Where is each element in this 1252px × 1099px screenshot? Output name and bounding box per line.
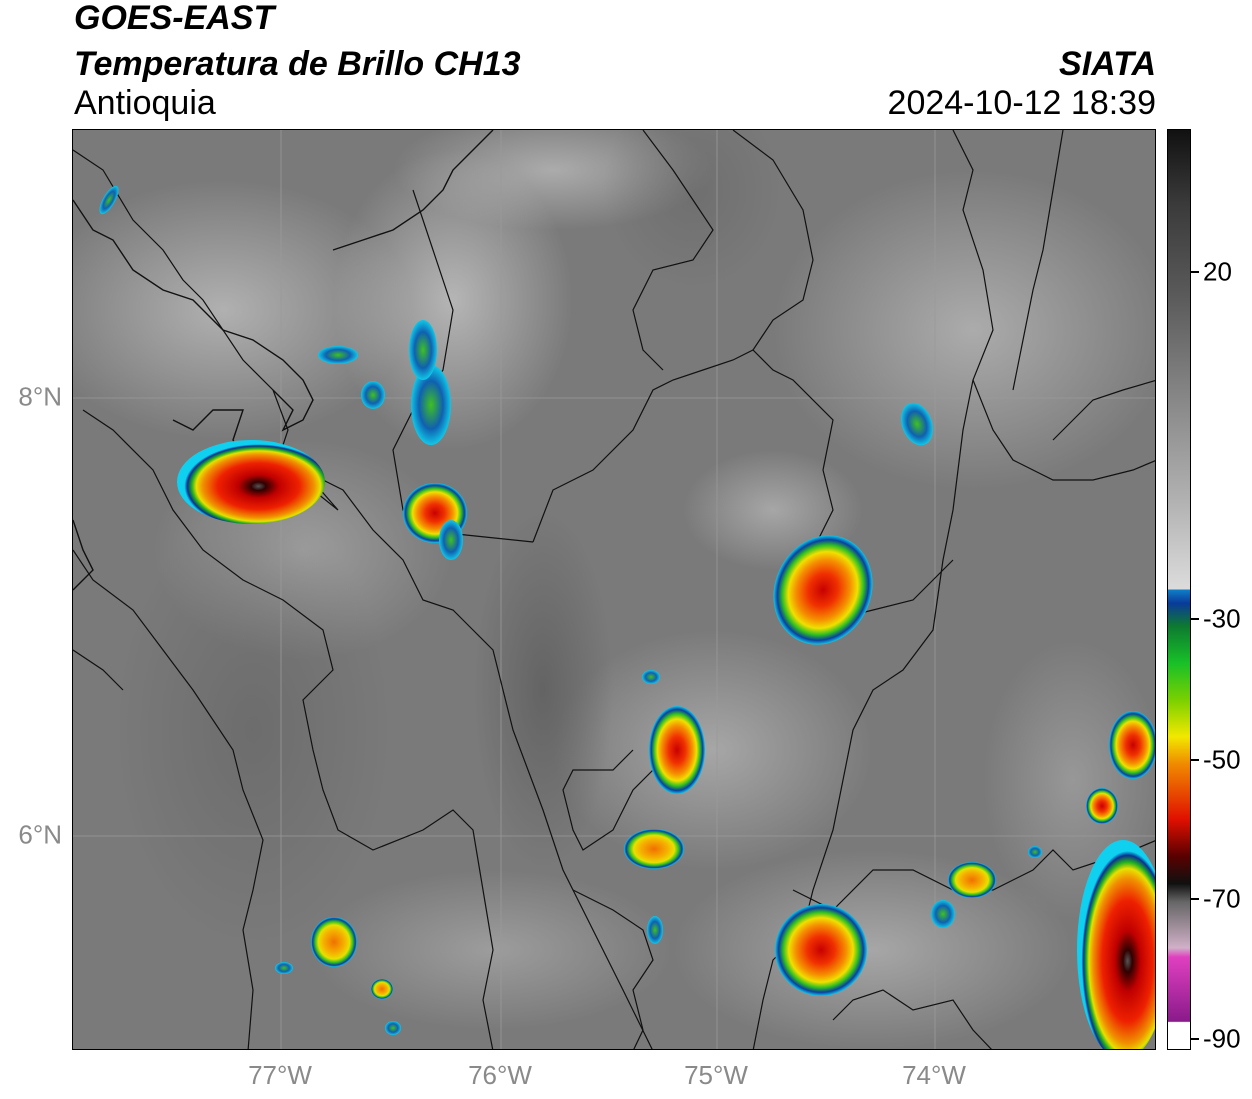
timestamp-label: 2024-10-12 18:39 — [887, 84, 1156, 122]
colorbar-tick — [1191, 618, 1199, 620]
colorbar-label-20: 20 — [1203, 256, 1232, 287]
storm-cell-central-antioquia — [649, 706, 705, 794]
graticule — [73, 130, 1155, 1049]
colorbar-tick — [1191, 271, 1199, 273]
storm-cell-small-o — [647, 916, 663, 944]
storm-cell-small-k — [409, 320, 437, 380]
satellite-title: GOES-EAST — [74, 0, 275, 37]
product-title: Temperatura de Brillo CH13 — [74, 45, 521, 83]
storm-cell-small-q — [439, 520, 463, 560]
storm-cell-small-i — [901, 402, 933, 446]
storm-cell-small-a — [624, 829, 684, 869]
colorbar-tick — [1191, 759, 1199, 761]
storm-cell-small-b — [948, 862, 996, 898]
lat-label-8n: 8°N — [18, 381, 62, 412]
storm-cell-small-f — [385, 1021, 401, 1035]
storm-cell-small-g — [275, 962, 293, 974]
lon-label-75w: 75°W — [684, 1060, 748, 1090]
storm-cell-uraba — [177, 440, 325, 524]
storm-cell-east-santander — [775, 904, 867, 996]
lon-label-74w: 74°W — [902, 1060, 966, 1090]
organization-label: SIATA — [1059, 45, 1156, 83]
storm-cell-small-c — [1109, 711, 1155, 779]
storm-cell-southwest-choco — [311, 917, 357, 967]
storm-cell-small-e — [371, 979, 393, 999]
colorbar-tick — [1191, 1038, 1199, 1040]
satellite-map — [72, 129, 1156, 1050]
storm-cell-small-h — [642, 670, 660, 684]
lon-label-77w: 77°W — [248, 1060, 312, 1090]
colorbar-label-minus30: -30 — [1203, 603, 1241, 634]
storm-cells — [99, 185, 1155, 1049]
colorbar-label-minus90: -90 — [1203, 1023, 1241, 1054]
storm-cell-small-n — [99, 185, 119, 215]
temperature-colorbar — [1167, 129, 1191, 1050]
colorbar-tick — [1191, 898, 1199, 900]
storm-cell-small-p — [931, 900, 955, 928]
storm-cell-far-east — [1077, 840, 1155, 1049]
storm-cell-small-j — [411, 365, 451, 445]
storm-cell-small-r — [1028, 846, 1042, 858]
storm-cell-small-m — [361, 381, 385, 409]
storm-cell-small-l — [318, 346, 358, 364]
storm-cell-magdalena-medio — [773, 535, 873, 645]
colorbar-label-minus70: -70 — [1203, 883, 1241, 914]
storm-cell-small-d — [1086, 788, 1118, 824]
lon-label-76w: 76°W — [468, 1060, 532, 1090]
region-title: Antioquia — [74, 84, 216, 122]
lat-label-6n: 6°N — [18, 819, 62, 850]
colorbar-label-minus50: -50 — [1203, 744, 1241, 775]
